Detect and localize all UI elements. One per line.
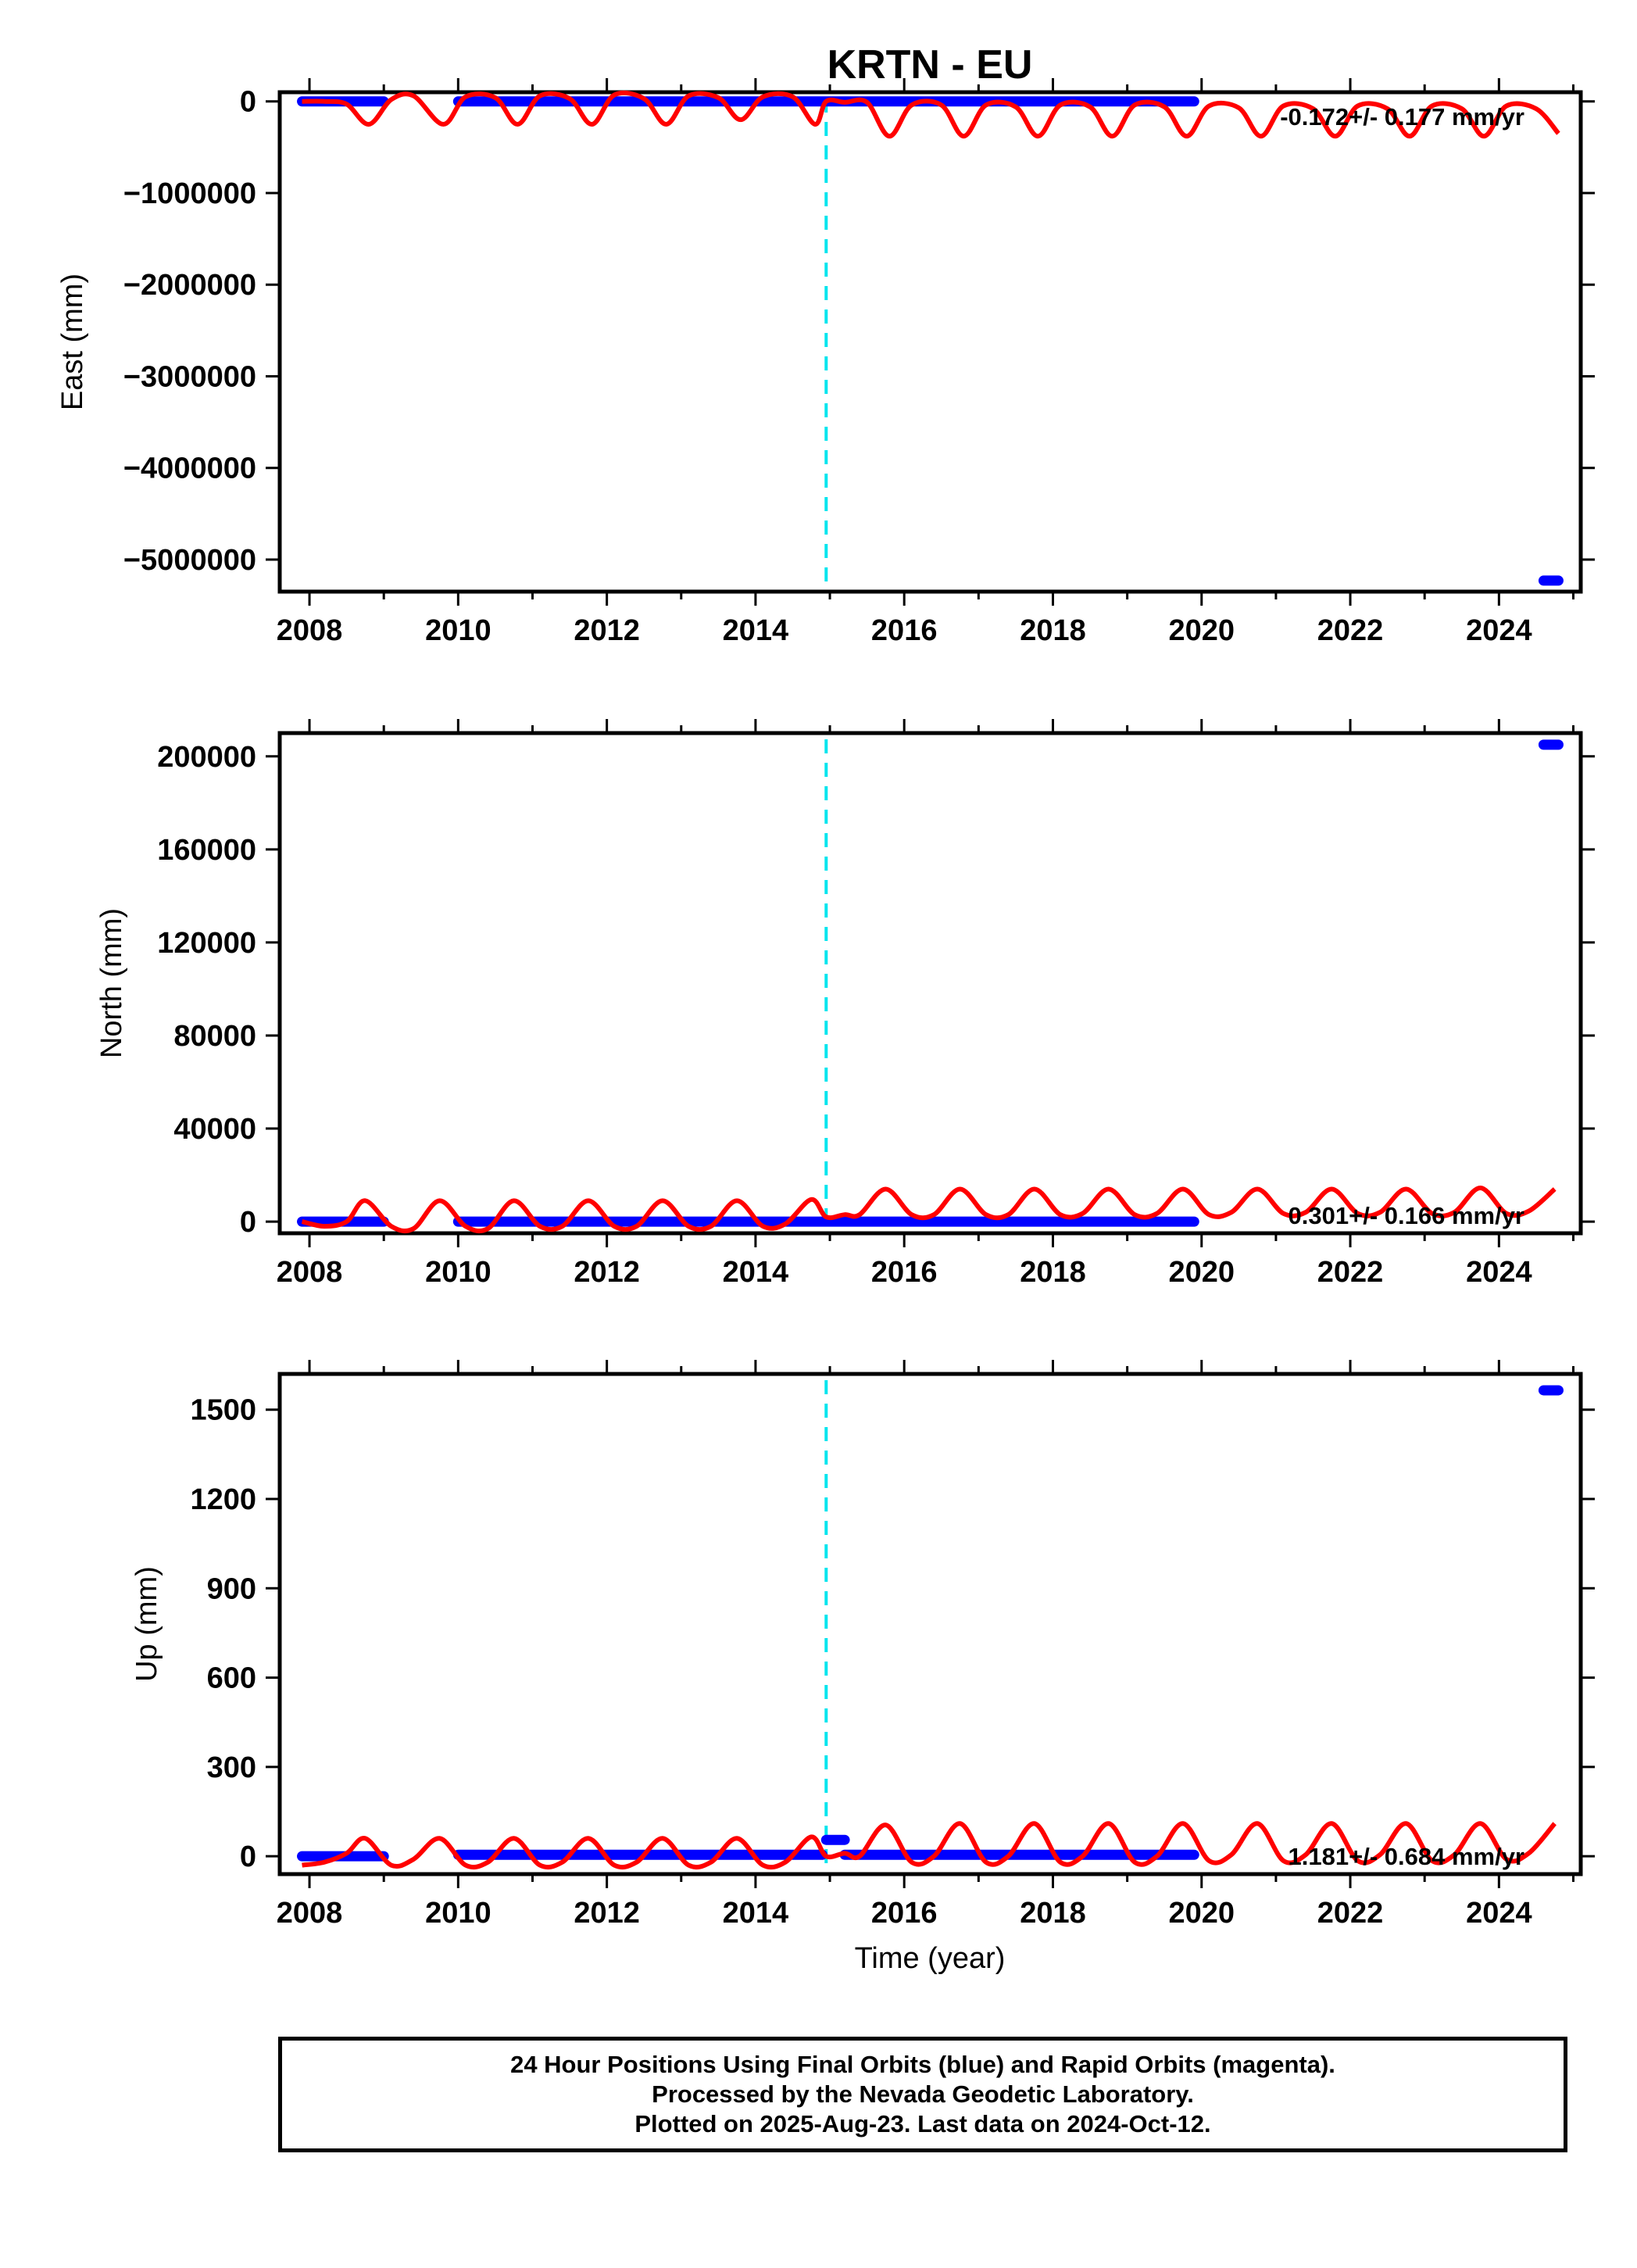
y-tick-label: −1000000 <box>123 177 256 210</box>
y-tick-label: −4000000 <box>123 453 256 485</box>
x-tick-label: 2008 <box>277 614 343 647</box>
panel-up: 2008 2010 2012 2014 2016 2018 2020 2022 2024 0 300… <box>130 1360 1595 1930</box>
x-tick-label: 2016 <box>871 1897 938 1930</box>
y-tick-label: 0 <box>240 1206 256 1239</box>
panel-north: 2008 2010 2012 2014 2016 2018 2020 2022 2024 0 400… <box>95 719 1595 1289</box>
x-tick-label: 2010 <box>425 1256 491 1289</box>
y-tick-label: 0 <box>240 1841 256 1873</box>
x-tick-label: 2022 <box>1317 1256 1384 1289</box>
x-tick-label: 2018 <box>1020 1897 1086 1930</box>
panel-frame <box>277 731 1583 1236</box>
panel-frame <box>277 90 1583 594</box>
processing-info-box: 24 Hour Positions Using Final Orbits (bl… <box>278 2037 1567 2152</box>
x-tick-label: 2024 <box>1466 1897 1532 1930</box>
y-tick-label: 120000 <box>157 927 256 960</box>
y-axis-label: Up (mm) <box>130 1566 163 1682</box>
y-tick-label: 200000 <box>157 741 256 774</box>
x-tick-label: 2022 <box>1317 614 1384 647</box>
x-tick-label: 2012 <box>574 1897 640 1930</box>
x-tick-label: 2020 <box>1168 614 1235 647</box>
x-tick-label: 2020 <box>1168 1256 1235 1289</box>
y-tick-label: −2000000 <box>123 269 256 302</box>
y-axis-label: East (mm) <box>56 274 89 410</box>
y-tick-label: −5000000 <box>123 544 256 577</box>
velocity-rate-label: 1.181+/- 0.684 mm/yr <box>1289 1843 1524 1870</box>
velocity-rate-label: -0.172+/- 0.177 mm/yr <box>1280 103 1524 131</box>
model-fit-curve <box>302 90 1560 139</box>
x-tick-label: 2018 <box>1020 1256 1086 1289</box>
x-tick-label: 2016 <box>871 1256 938 1289</box>
x-tick-label: 2020 <box>1168 1897 1235 1930</box>
x-tick-label: 2024 <box>1466 614 1532 647</box>
x-tick-label: 2018 <box>1020 614 1086 647</box>
x-tick-label: 2014 <box>723 1897 789 1930</box>
y-tick-label: 80000 <box>173 1020 256 1053</box>
y-tick-label: 1500 <box>190 1394 256 1427</box>
x-axis-label: Time (year) <box>855 1942 1006 1975</box>
x-tick-label: 2010 <box>425 1897 491 1930</box>
y-tick-label: 1200 <box>190 1483 256 1516</box>
footer-line-orbits: 24 Hour Positions Using Final Orbits (bl… <box>510 2051 1335 2078</box>
panel-frame <box>277 1372 1583 1876</box>
y-tick-label: 0 <box>240 86 256 119</box>
x-tick-label: 2012 <box>574 614 640 647</box>
y-tick-label: 300 <box>207 1751 256 1784</box>
y-axis-label: North (mm) <box>95 908 128 1058</box>
x-tick-label: 2024 <box>1466 1256 1532 1289</box>
chart-title: KRTN - EU <box>827 42 1033 88</box>
footer-line-dates: Plotted on 2025-Aug-23. Last data on 202… <box>634 2110 1211 2137</box>
velocity-rate-label: 0.301+/- 0.166 mm/yr <box>1289 1202 1524 1229</box>
footer-line-processor: Processed by the Nevada Geodetic Laborat… <box>652 2080 1194 2108</box>
y-tick-label: −3000000 <box>123 360 256 393</box>
x-tick-label: 2014 <box>723 614 789 647</box>
panel-east: 2008 2010 2012 2014 2016 2018 2020 2022 2024 0 −10… <box>56 78 1595 647</box>
x-tick-label: 2010 <box>425 614 491 647</box>
model-fit-curve <box>302 1821 1557 1870</box>
y-tick-label: 40000 <box>173 1113 256 1146</box>
x-tick-label: 2014 <box>723 1256 789 1289</box>
y-tick-label: 900 <box>207 1572 256 1605</box>
x-tick-label: 2012 <box>574 1256 640 1289</box>
x-tick-label: 2008 <box>277 1897 343 1930</box>
panels-group: 2008 2010 2012 2014 2016 2018 2020 2022 2024 0 −10… <box>56 78 1595 1930</box>
x-tick-label: 2008 <box>277 1256 343 1289</box>
y-tick-label: 160000 <box>157 834 256 867</box>
y-tick-label: 600 <box>207 1662 256 1695</box>
x-tick-label: 2016 <box>871 614 938 647</box>
x-tick-label: 2022 <box>1317 1897 1384 1930</box>
model-fit-curve <box>301 1185 1557 1234</box>
